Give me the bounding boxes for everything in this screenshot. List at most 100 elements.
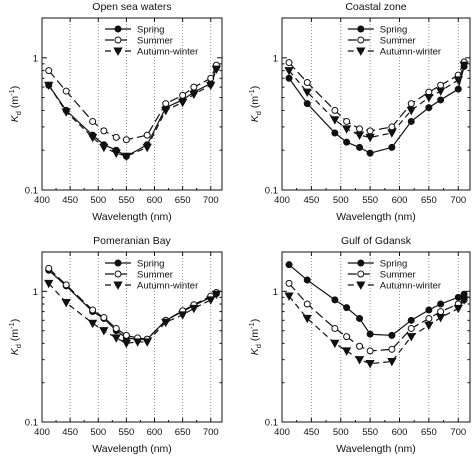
data-point [387,358,397,367]
data-point [356,143,364,151]
x-tick-label: 400 [34,195,50,206]
x-tick-label: 650 [421,195,437,206]
y-axis-label-close: ) [249,86,261,90]
y-axis-label-close: ) [9,319,21,323]
data-point [459,61,469,70]
data-point [177,98,188,108]
x-tick-label: 600 [392,427,408,438]
data-point [303,276,311,284]
data-point [354,356,365,365]
data-point [112,133,120,141]
data-point [354,131,365,140]
data-point [211,65,222,75]
panel-title: Gulf of Gdansk [341,235,412,247]
legend-marker [356,281,366,290]
series-autumn-winter [284,61,469,143]
data-point [437,300,445,308]
data-point [388,331,396,339]
data-point [331,296,339,304]
legend-marker [113,281,123,290]
legend-label: Summer [380,270,416,281]
data-point [100,314,108,322]
y-axis-label-exp: -1 [7,89,16,96]
y-axis-label-unit: (m [9,329,21,341]
legend-marker [356,47,366,56]
x-axis-label: Wavelength (nm) [336,211,416,223]
data-point [285,59,293,67]
data-point [162,100,170,108]
panel-title: Pomeranian Bay [93,235,171,247]
legend-label: Autumn-winter [137,47,198,58]
legend-marker [114,270,122,278]
legend-label: Autumn-winter [380,47,441,58]
data-point [285,279,293,287]
data-point [45,264,53,272]
data-point [61,108,71,117]
data-point [189,304,199,314]
data-point [425,314,433,322]
x-tick-label: 500 [90,195,106,206]
data-point [356,342,364,350]
x-tick-label: 650 [175,427,191,438]
data-point [89,306,97,314]
data-point [111,334,121,343]
data-point [366,330,374,338]
x-tick-label: 600 [147,427,163,438]
data-point [302,88,312,97]
x-axis-label: Wavelength (nm) [92,443,172,455]
x-tick-label: 550 [118,427,134,438]
data-point [424,321,434,331]
data-point [406,106,416,116]
data-point [302,314,312,324]
legend-marker [113,47,123,56]
data-point [44,279,54,289]
y-tick-label: 1 [273,53,278,64]
data-point [285,74,293,82]
data-point [459,296,469,305]
data-point [460,290,468,298]
data-point [89,117,97,125]
data-point [356,125,364,133]
data-point [87,133,98,143]
data-point [343,138,351,146]
x-tick-label: 400 [34,427,50,438]
data-point [343,304,351,312]
data-point [122,136,130,144]
y-axis-label-sub: d [14,344,23,348]
series-summer [45,264,220,343]
data-point [99,143,109,153]
data-point [179,91,187,99]
y-tick-label: 0.1 [265,418,278,429]
legend-label: Spring [137,25,164,36]
y-tick-label: 0.1 [25,186,38,197]
y-axis-label-unit: (m [249,329,261,341]
data-point [331,324,339,332]
data-point [331,129,339,137]
data-point [303,100,311,108]
data-point [425,306,433,314]
legend-label: Spring [380,259,407,270]
data-point [388,123,396,131]
data-point [142,338,152,347]
data-point [366,347,374,355]
y-axis-label-k: K [249,347,261,355]
data-point [388,345,396,353]
legend-label: Summer [137,270,173,281]
panel-title: Coastal zone [345,1,406,13]
series-spring [285,62,468,157]
data-point [62,281,70,289]
data-point [356,314,364,322]
data-point [437,81,445,89]
y-axis-label: Kd (m-1) [7,86,23,123]
series-summer [45,61,220,144]
data-point [341,125,352,134]
series-autumn-winter [44,279,222,349]
y-axis-label-unit: (m [249,96,261,108]
data-point [424,94,434,103]
chart-panel-3: Pomeranian Bay 400 450 500 550 600 650 700 0.1 1 W… [7,235,223,455]
data-point [406,333,416,342]
data-point [303,300,311,308]
